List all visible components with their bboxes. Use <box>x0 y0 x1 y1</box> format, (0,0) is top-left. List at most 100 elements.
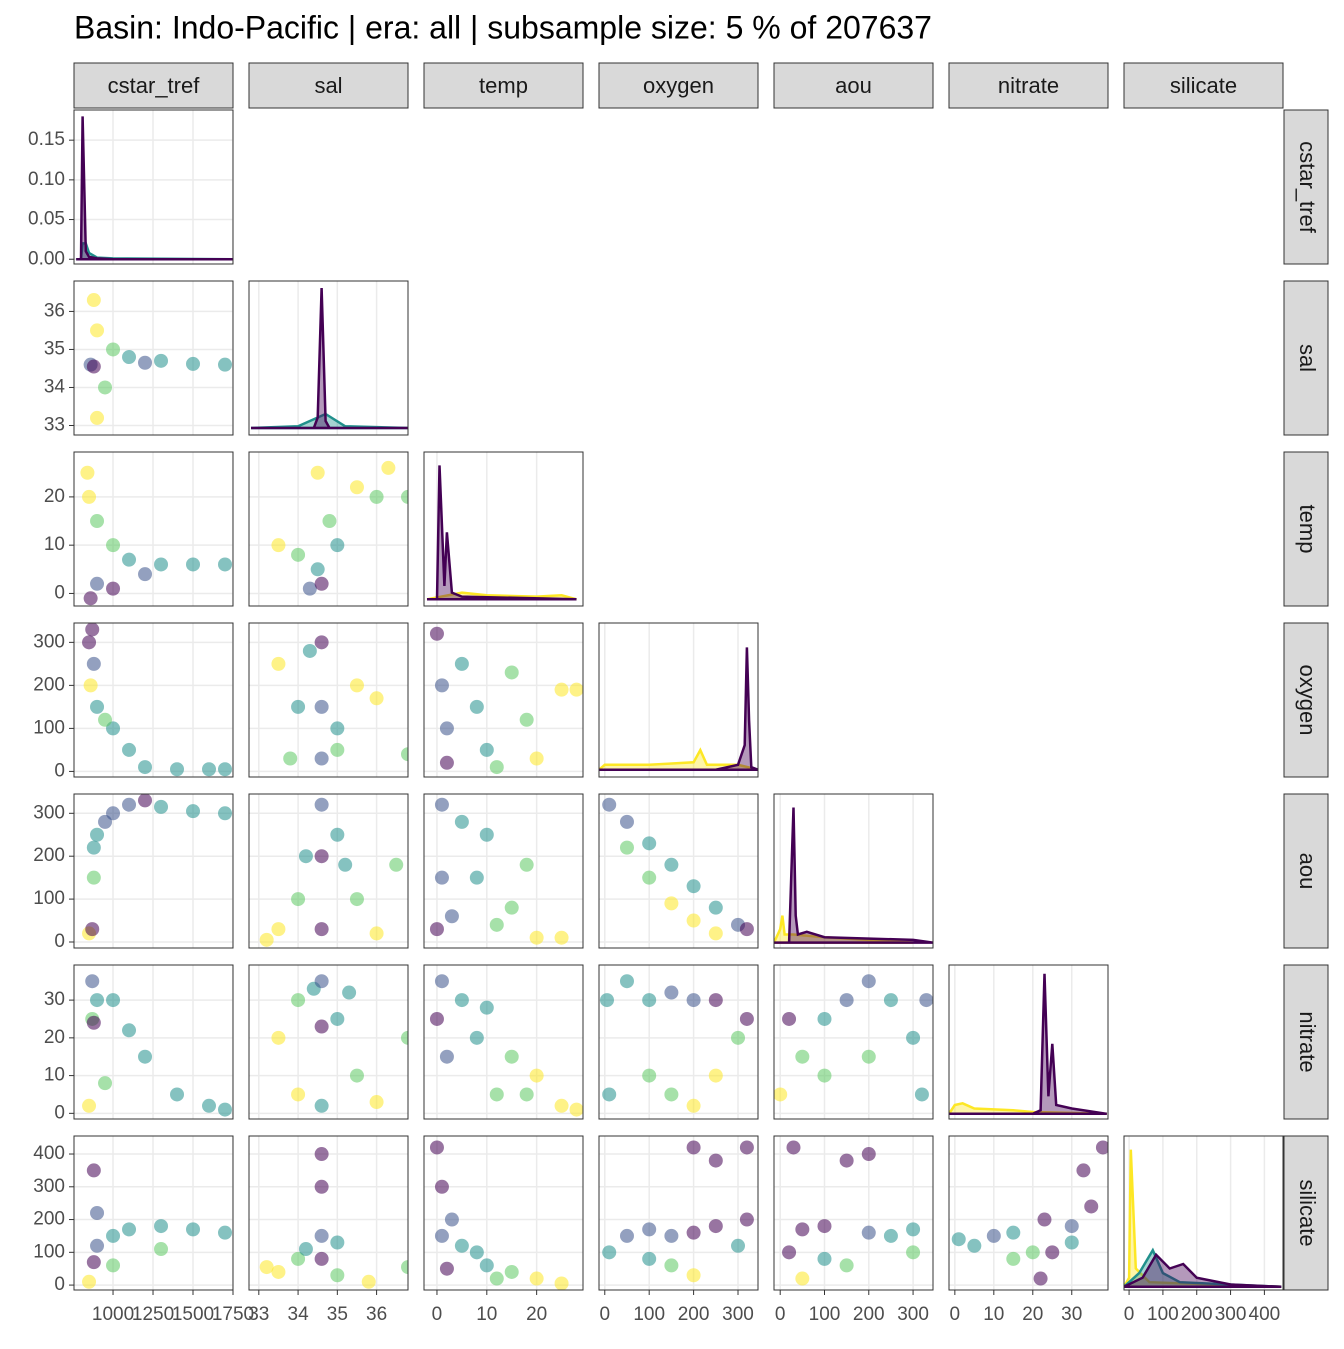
point <box>739 1212 754 1227</box>
point <box>786 1140 801 1155</box>
panel-border <box>73 280 234 436</box>
panel <box>774 965 933 1119</box>
y-tick-label: 0 <box>54 582 65 603</box>
point <box>314 922 329 937</box>
panel <box>424 1136 583 1290</box>
point <box>967 1238 982 1253</box>
panel-border <box>248 622 409 778</box>
point <box>664 1087 679 1102</box>
point <box>154 557 169 572</box>
point <box>154 1242 169 1257</box>
x-tick-label: 20 <box>1022 1304 1043 1325</box>
panel-border <box>73 964 234 1120</box>
panel-bg <box>424 623 583 777</box>
panel-border <box>598 622 759 778</box>
point <box>330 538 345 553</box>
point <box>429 626 444 641</box>
point <box>86 656 101 671</box>
panel <box>424 452 583 606</box>
strip-top-label: nitrate <box>998 73 1059 98</box>
point <box>106 581 121 596</box>
point <box>817 1219 832 1234</box>
x-tick-label: 1500 <box>172 1304 214 1325</box>
point <box>291 699 306 714</box>
y-tick-label: 10 <box>44 534 65 555</box>
density-curve <box>599 647 758 771</box>
point <box>369 926 384 941</box>
point <box>599 993 614 1008</box>
panel <box>249 452 408 606</box>
point <box>85 623 100 637</box>
x-tick-label: 0 <box>432 1304 443 1325</box>
point <box>291 1251 306 1266</box>
point <box>314 635 329 650</box>
point <box>1025 1245 1040 1260</box>
panel <box>249 965 408 1119</box>
strip-top-label: silicate <box>1170 73 1237 98</box>
point <box>839 1258 854 1273</box>
y-tick-label: 300 <box>33 1176 65 1197</box>
panel-border <box>598 964 759 1120</box>
strip-top-label: temp <box>479 73 528 98</box>
point <box>479 1258 494 1273</box>
point <box>310 465 325 480</box>
point <box>259 1260 274 1275</box>
panel <box>74 1136 233 1290</box>
point <box>271 1030 286 1045</box>
point <box>369 489 384 504</box>
panel-bg <box>249 623 408 777</box>
point <box>739 1140 754 1155</box>
point <box>1064 1235 1079 1250</box>
point <box>602 1245 617 1260</box>
panel-bg <box>249 281 408 435</box>
point <box>259 932 274 947</box>
panel-border <box>773 1135 934 1291</box>
point <box>479 827 494 842</box>
point <box>401 1030 408 1045</box>
y-tick-label: 20 <box>44 1027 65 1048</box>
x-tick-label: 200 <box>853 1304 885 1325</box>
panel-bg <box>949 1136 1108 1290</box>
point <box>906 1245 921 1260</box>
point <box>1037 1212 1052 1227</box>
point <box>90 1238 105 1253</box>
panel <box>74 281 233 435</box>
panel <box>774 794 933 948</box>
panel <box>599 623 758 777</box>
point <box>170 1087 185 1102</box>
point <box>314 1147 329 1162</box>
point <box>444 1212 459 1227</box>
point <box>883 1228 898 1243</box>
point <box>708 926 723 941</box>
point <box>298 849 313 864</box>
point <box>795 1222 810 1237</box>
point <box>429 1011 444 1026</box>
point <box>619 840 634 855</box>
point <box>839 1153 854 1168</box>
point <box>314 699 329 714</box>
point <box>291 892 306 907</box>
point <box>271 1264 286 1279</box>
point <box>381 460 396 475</box>
x-tick-label: 1250 <box>132 1304 174 1325</box>
strip-top-label: cstar_tref <box>108 73 201 98</box>
point <box>154 1219 169 1234</box>
point <box>1095 1140 1108 1155</box>
point <box>401 1260 408 1275</box>
panel-border <box>598 1135 759 1291</box>
point <box>439 721 454 736</box>
panel <box>74 110 233 264</box>
panel-border <box>248 964 409 1120</box>
point <box>434 870 449 885</box>
point <box>686 993 701 1008</box>
point <box>283 751 298 766</box>
point <box>314 1098 329 1113</box>
point <box>83 591 98 606</box>
point <box>469 699 484 714</box>
point <box>708 1153 723 1168</box>
point <box>302 581 317 596</box>
point <box>489 760 504 775</box>
point <box>106 538 121 553</box>
point <box>106 342 121 357</box>
